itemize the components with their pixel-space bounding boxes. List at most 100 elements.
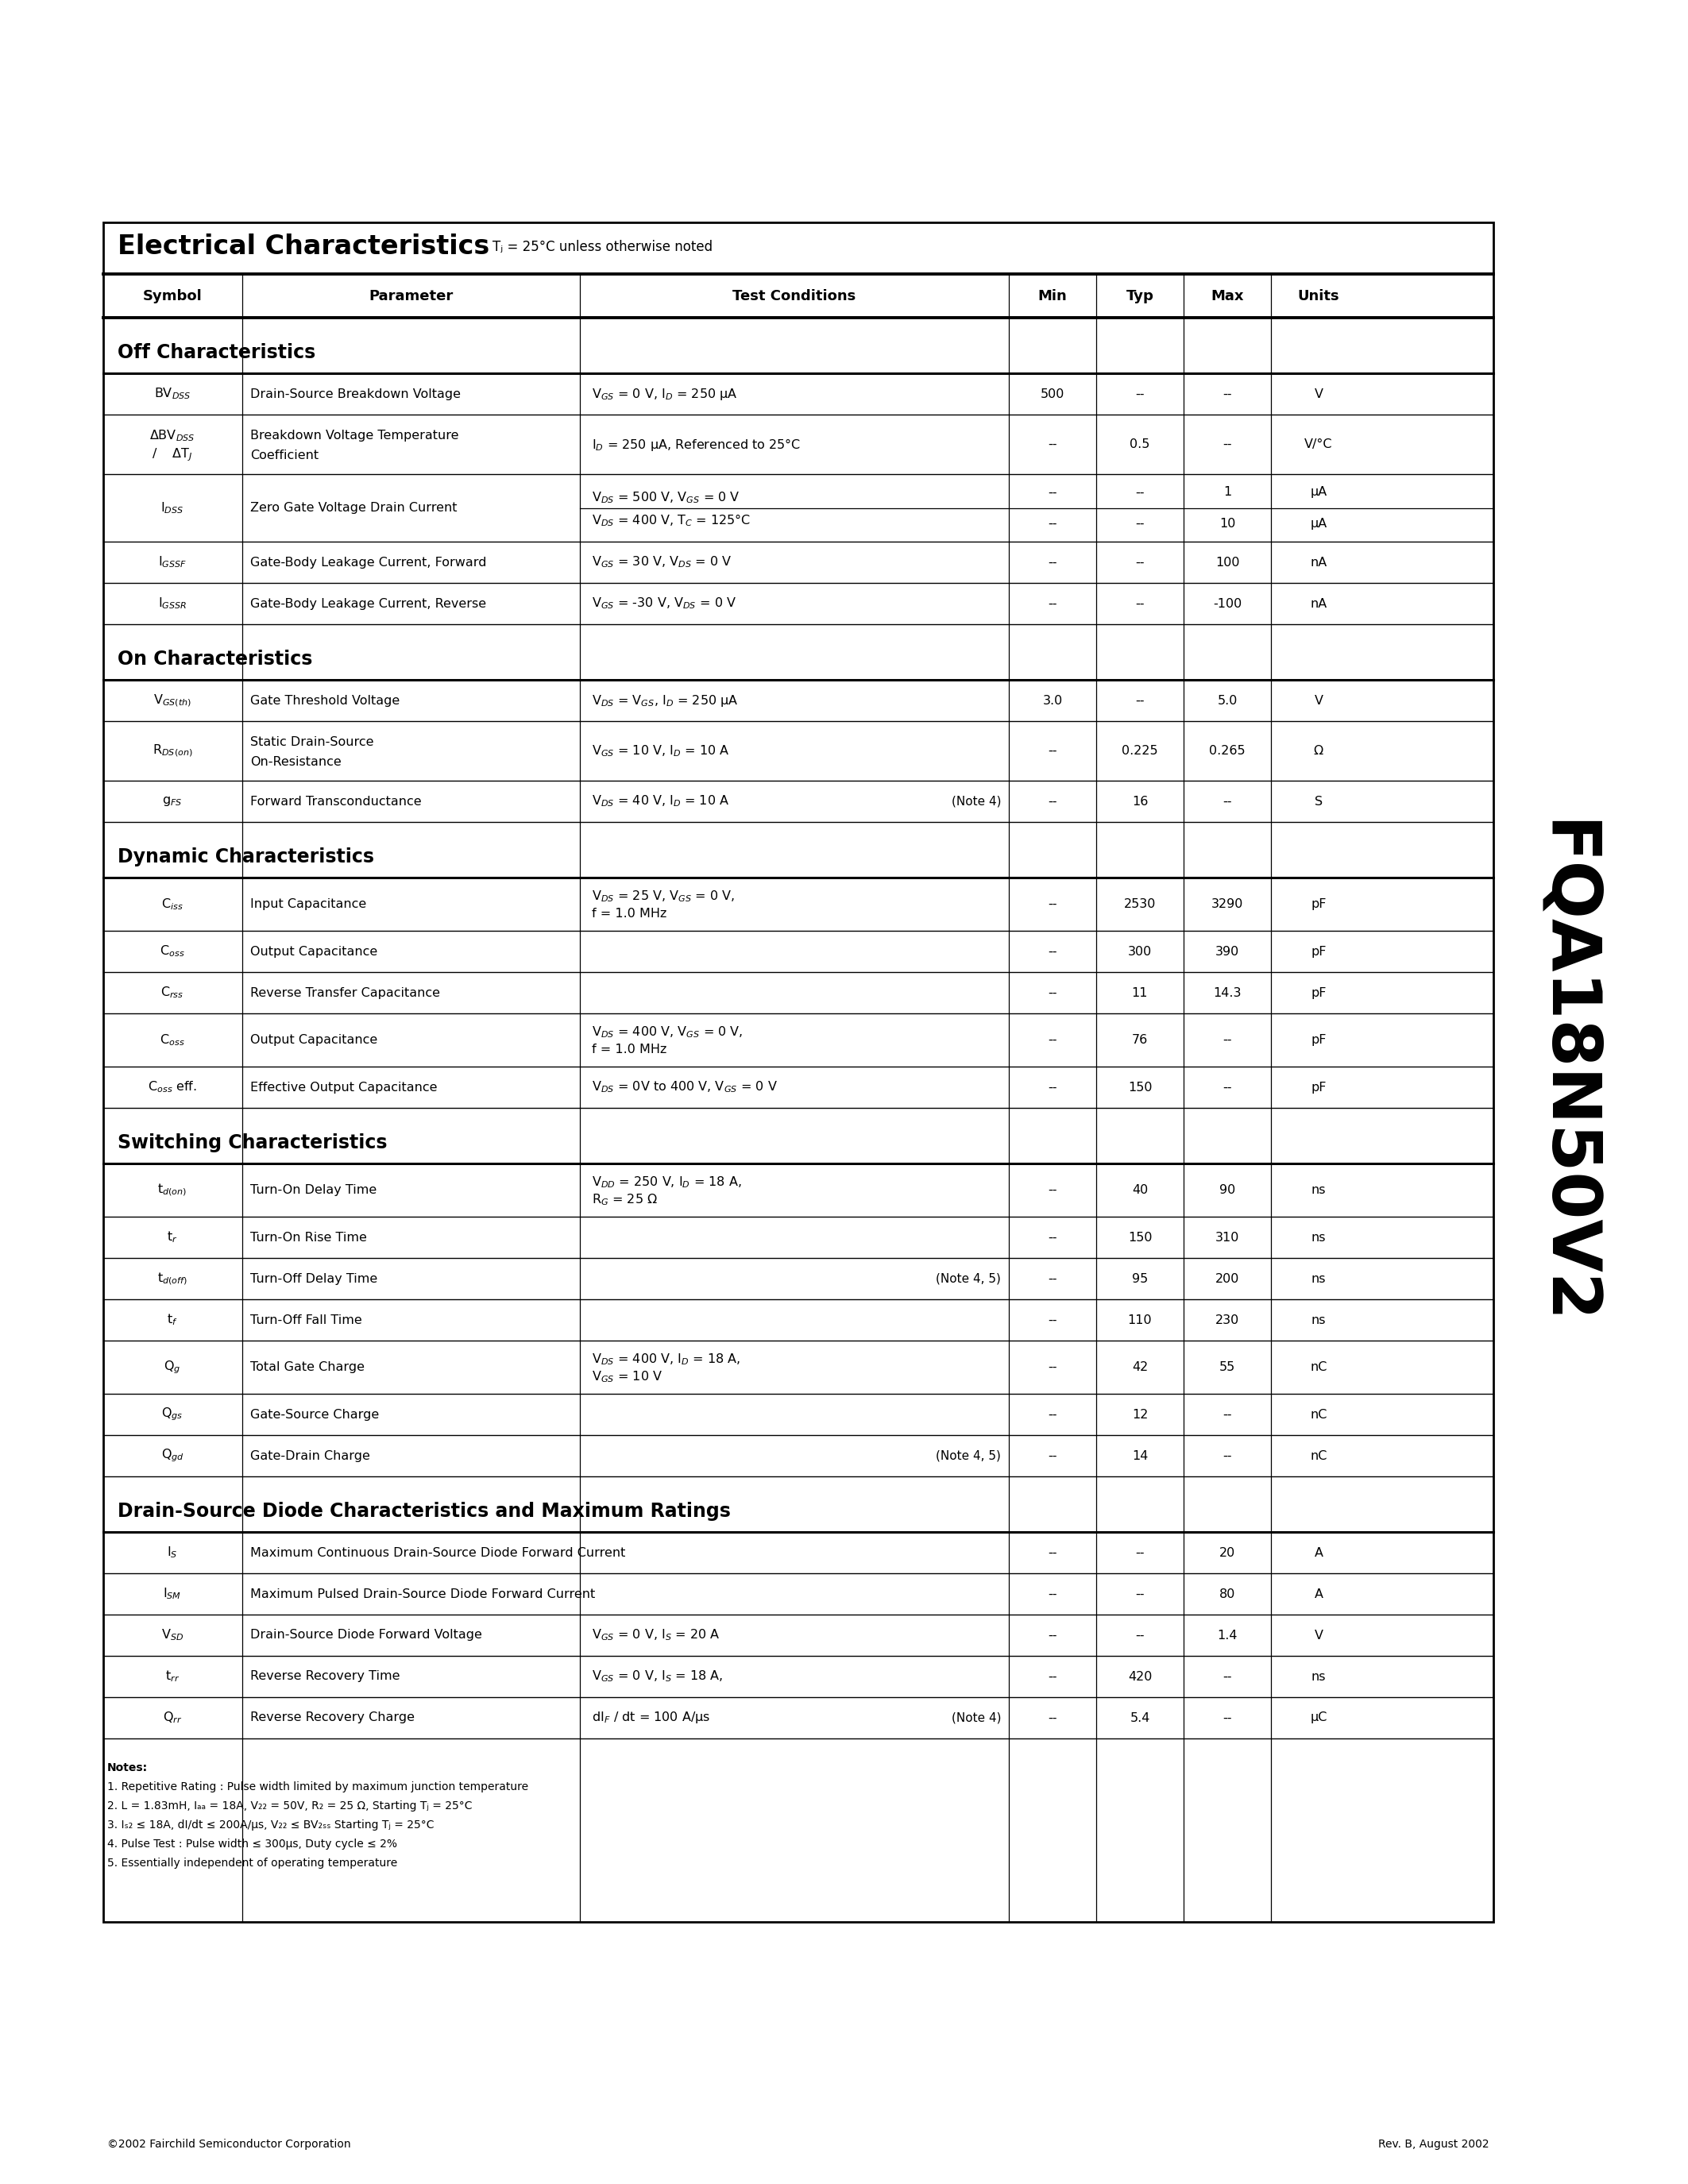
- Text: t$_{d(off)}$: t$_{d(off)}$: [157, 1271, 187, 1286]
- Text: Notes:: Notes:: [108, 1762, 149, 1773]
- Text: nA: nA: [1310, 557, 1327, 568]
- Text: Forward Transconductance: Forward Transconductance: [250, 795, 422, 808]
- Text: --: --: [1048, 898, 1057, 911]
- Text: Test Conditions: Test Conditions: [733, 288, 856, 304]
- Text: --: --: [1136, 695, 1144, 705]
- Text: V$_{GS}$ = 30 V, V$_{DS}$ = 0 V: V$_{GS}$ = 30 V, V$_{DS}$ = 0 V: [592, 555, 733, 570]
- Text: pF: pF: [1312, 898, 1327, 911]
- Text: /    ΔT$_J$: / ΔT$_J$: [152, 448, 192, 463]
- Text: nA: nA: [1310, 598, 1327, 609]
- Text: --: --: [1048, 487, 1057, 498]
- Text: V$_{GS}$ = 0 V, I$_S$ = 20 A: V$_{GS}$ = 0 V, I$_S$ = 20 A: [592, 1627, 721, 1642]
- Text: V$_{DS}$ = 40 V, I$_D$ = 10 A: V$_{DS}$ = 40 V, I$_D$ = 10 A: [592, 795, 729, 808]
- Text: --: --: [1222, 795, 1232, 808]
- Text: --: --: [1048, 439, 1057, 450]
- Text: --: --: [1048, 745, 1057, 758]
- Text: Ω: Ω: [1313, 745, 1323, 758]
- Text: g$_{FS}$: g$_{FS}$: [162, 795, 182, 808]
- Text: C$_{iss}$: C$_{iss}$: [162, 898, 184, 911]
- Text: pF: pF: [1312, 946, 1327, 957]
- Text: Q$_{gd}$: Q$_{gd}$: [160, 1448, 184, 1463]
- Text: μC: μC: [1310, 1712, 1327, 1723]
- Text: ns: ns: [1312, 1273, 1327, 1284]
- Text: ns: ns: [1312, 1184, 1327, 1197]
- Text: V$_{DS}$ = 400 V, I$_D$ = 18 A,: V$_{DS}$ = 400 V, I$_D$ = 18 A,: [592, 1352, 741, 1367]
- Text: ns: ns: [1312, 1232, 1327, 1243]
- Text: V$_{DS}$ = 25 V, V$_{GS}$ = 0 V,: V$_{DS}$ = 25 V, V$_{GS}$ = 0 V,: [592, 889, 734, 904]
- Text: nC: nC: [1310, 1361, 1327, 1374]
- Text: --: --: [1222, 1409, 1232, 1420]
- Text: --: --: [1222, 1450, 1232, 1461]
- Text: Symbol: Symbol: [143, 288, 203, 304]
- Text: --: --: [1048, 1081, 1057, 1094]
- Text: Units: Units: [1298, 288, 1340, 304]
- Text: dI$_F$ / dt = 100 A/μs: dI$_F$ / dt = 100 A/μs: [592, 1710, 711, 1725]
- Text: 3.0: 3.0: [1043, 695, 1062, 705]
- Text: 150: 150: [1128, 1232, 1151, 1243]
- Text: --: --: [1048, 1629, 1057, 1640]
- Text: Output Capacitance: Output Capacitance: [250, 946, 378, 957]
- Text: 10: 10: [1219, 518, 1236, 529]
- Text: Tⱼ = 25°C unless otherwise noted: Tⱼ = 25°C unless otherwise noted: [493, 240, 712, 253]
- Text: μA: μA: [1310, 487, 1327, 498]
- Text: Rev. B, August 2002: Rev. B, August 2002: [1379, 2138, 1489, 2149]
- Text: V$_{GS}$ = -30 V, V$_{DS}$ = 0 V: V$_{GS}$ = -30 V, V$_{DS}$ = 0 V: [592, 596, 736, 612]
- Text: ©2002 Fairchild Semiconductor Corporation: ©2002 Fairchild Semiconductor Corporatio…: [108, 2138, 351, 2149]
- Text: Reverse Transfer Capacitance: Reverse Transfer Capacitance: [250, 987, 441, 998]
- Text: (Note 4): (Note 4): [952, 795, 1001, 808]
- Text: Reverse Recovery Time: Reverse Recovery Time: [250, 1671, 400, 1682]
- Text: V$_{GS}$ = 0 V, I$_S$ = 18 A,: V$_{GS}$ = 0 V, I$_S$ = 18 A,: [592, 1669, 722, 1684]
- Text: V: V: [1315, 695, 1323, 705]
- Bar: [103, 223, 1494, 1922]
- Text: 150: 150: [1128, 1081, 1151, 1094]
- Text: Gate-Body Leakage Current, Forward: Gate-Body Leakage Current, Forward: [250, 557, 486, 568]
- Text: 14.3: 14.3: [1214, 987, 1241, 998]
- Text: Gate-Drain Charge: Gate-Drain Charge: [250, 1450, 370, 1461]
- Text: Breakdown Voltage Temperature: Breakdown Voltage Temperature: [250, 430, 459, 441]
- Text: 55: 55: [1219, 1361, 1236, 1374]
- Text: I$_{GSSR}$: I$_{GSSR}$: [159, 596, 187, 612]
- Text: Q$_{gs}$: Q$_{gs}$: [162, 1406, 184, 1422]
- Text: V$_{DS}$ = 400 V, V$_{GS}$ = 0 V,: V$_{DS}$ = 400 V, V$_{GS}$ = 0 V,: [592, 1024, 743, 1040]
- Text: C$_{oss}$: C$_{oss}$: [160, 943, 186, 959]
- Text: Coefficient: Coefficient: [250, 450, 319, 461]
- Text: V$_{DS}$ = V$_{GS}$, I$_D$ = 250 μA: V$_{DS}$ = V$_{GS}$, I$_D$ = 250 μA: [592, 692, 738, 708]
- Text: --: --: [1048, 987, 1057, 998]
- Text: --: --: [1048, 1671, 1057, 1682]
- Text: V: V: [1315, 389, 1323, 400]
- Text: 230: 230: [1215, 1315, 1239, 1326]
- Text: --: --: [1136, 598, 1144, 609]
- Text: Reverse Recovery Charge: Reverse Recovery Charge: [250, 1712, 415, 1723]
- Text: 0.265: 0.265: [1209, 745, 1246, 758]
- Text: Turn-Off Fall Time: Turn-Off Fall Time: [250, 1315, 361, 1326]
- Text: t$_r$: t$_r$: [167, 1230, 177, 1245]
- Text: --: --: [1222, 1712, 1232, 1723]
- Text: Gate Threshold Voltage: Gate Threshold Voltage: [250, 695, 400, 705]
- Text: Turn-Off Delay Time: Turn-Off Delay Time: [250, 1273, 378, 1284]
- Text: 1.4: 1.4: [1217, 1629, 1237, 1640]
- Text: --: --: [1048, 1033, 1057, 1046]
- Text: Dynamic Characteristics: Dynamic Characteristics: [118, 847, 375, 867]
- Text: 90: 90: [1219, 1184, 1236, 1197]
- Text: ΔBV$_{DSS}$: ΔBV$_{DSS}$: [150, 428, 196, 443]
- Text: 4. Pulse Test : Pulse width ≤ 300μs, Duty cycle ≤ 2%: 4. Pulse Test : Pulse width ≤ 300μs, Dut…: [108, 1839, 397, 1850]
- Text: 5.4: 5.4: [1129, 1712, 1150, 1723]
- Text: --: --: [1048, 1315, 1057, 1326]
- Text: C$_{oss}$ eff.: C$_{oss}$ eff.: [149, 1079, 197, 1094]
- Text: Total Gate Charge: Total Gate Charge: [250, 1361, 365, 1374]
- Text: Min: Min: [1038, 288, 1067, 304]
- Text: V$_{SD}$: V$_{SD}$: [160, 1627, 184, 1642]
- Text: t$_{rr}$: t$_{rr}$: [165, 1669, 179, 1684]
- Text: --: --: [1222, 1033, 1232, 1046]
- Text: μA: μA: [1310, 518, 1327, 529]
- Text: --: --: [1136, 557, 1144, 568]
- Text: --: --: [1222, 1081, 1232, 1094]
- Text: A: A: [1315, 1546, 1323, 1559]
- Text: BV$_{DSS}$: BV$_{DSS}$: [154, 387, 191, 402]
- Text: Off Characteristics: Off Characteristics: [118, 343, 316, 363]
- Text: 3290: 3290: [1212, 898, 1244, 911]
- Text: --: --: [1222, 389, 1232, 400]
- Text: Effective Output Capacitance: Effective Output Capacitance: [250, 1081, 437, 1094]
- Text: --: --: [1136, 487, 1144, 498]
- Text: ns: ns: [1312, 1315, 1327, 1326]
